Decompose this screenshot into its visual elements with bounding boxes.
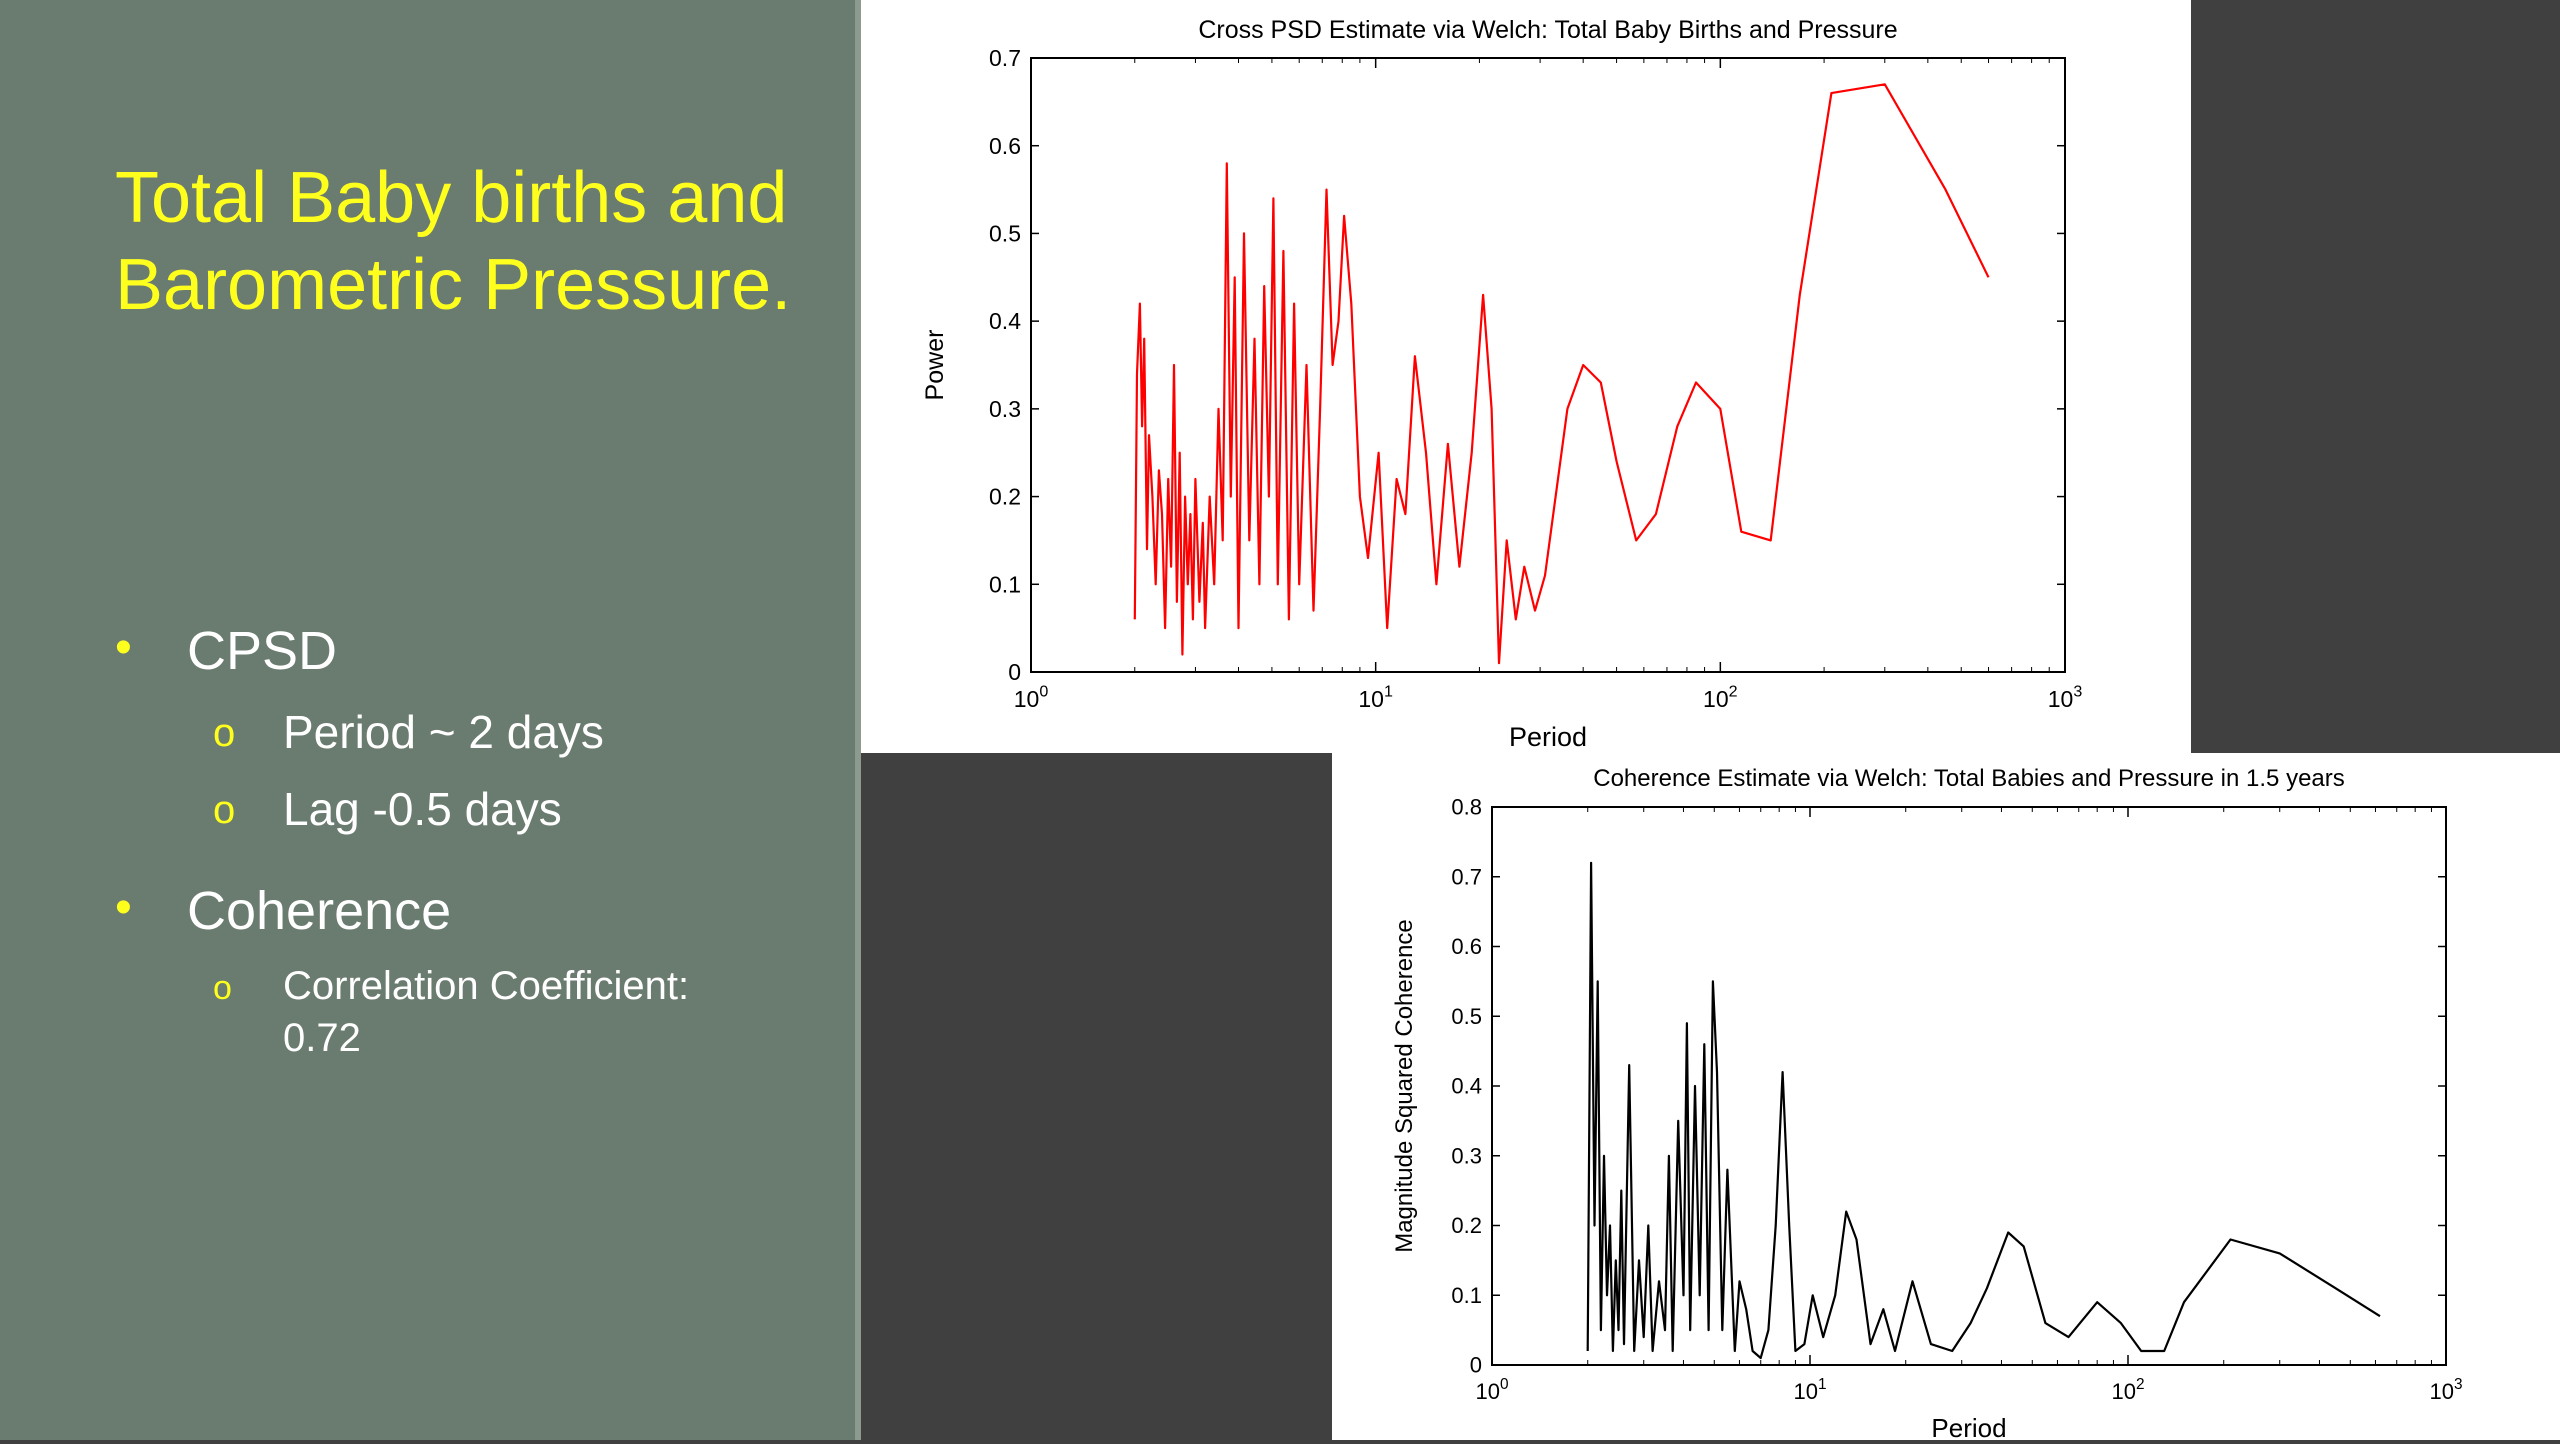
x-tick-label: 103 — [2429, 1376, 2462, 1404]
sub-bullet-text: Period ~ 2 days — [283, 706, 604, 758]
y-tick-label: 0.2 — [989, 484, 1021, 510]
bullet-dot-icon: • — [115, 881, 132, 934]
x-tick-exponent: 3 — [2073, 683, 2082, 701]
y-tick-label: 0.5 — [989, 220, 1021, 246]
y-tick-label: 0 — [1008, 659, 1021, 685]
x-tick-label: 102 — [1703, 683, 1738, 712]
y-tick-label: 0.4 — [989, 308, 1021, 334]
y-tick-label: 0.7 — [989, 45, 1021, 71]
series-line — [1133, 83, 1990, 665]
cpsd-chart-panel: Cross PSD Estimate via Welch: Total Baby… — [861, 0, 2191, 753]
left-text-panel — [0, 0, 855, 1440]
bullet-label: Coherence — [187, 881, 452, 941]
coherence-chart-panel: Coherence Estimate via Welch: Total Babi… — [1332, 753, 2560, 1443]
sub-bullet-text: 0.72 — [283, 1016, 361, 1060]
x-tick-exponent: 2 — [1729, 683, 1738, 701]
x-tick-exponent: 3 — [2454, 1376, 2463, 1393]
y-tick-label: 0.3 — [989, 396, 1021, 422]
y-tick-label: 0.6 — [989, 133, 1021, 159]
x-tick-exponent: 2 — [2136, 1376, 2145, 1393]
x-tick-exponent: 0 — [1500, 1376, 1509, 1393]
x-tick-exponent: 0 — [1039, 683, 1048, 701]
bullet-label: CPSD — [187, 621, 338, 681]
hollow-circle-icon: o — [213, 788, 236, 832]
x-axis-label: Period — [1509, 722, 1587, 752]
y-tick-label: 0.3 — [1451, 1143, 1482, 1168]
plot-area-frame — [1491, 806, 2447, 1366]
y-tick-label: 0 — [1470, 1353, 1482, 1378]
chart-title: Coherence Estimate via Welch: Total Babi… — [1593, 765, 2345, 792]
slide-title: Total Baby births and Barometric Pressur… — [115, 158, 792, 325]
x-tick-label: 101 — [1358, 683, 1393, 712]
y-tick-label: 0.5 — [1451, 1004, 1482, 1029]
sub-bullet-text: Lag -0.5 days — [283, 783, 562, 835]
sub-bullet-text: Correlation Coefficient: — [283, 964, 690, 1008]
y-axis-label: Magnitude Squared Coherence — [1391, 919, 1418, 1253]
hollow-circle-icon: o — [213, 711, 236, 755]
x-tick-label: 100 — [1014, 683, 1049, 712]
x-tick-label: 103 — [2048, 683, 2083, 712]
x-tick-label: 100 — [1475, 1376, 1508, 1404]
hollow-circle-icon: o — [213, 969, 232, 1007]
y-tick-label: 0.1 — [1451, 1283, 1482, 1308]
panel-divider — [855, 0, 861, 1440]
x-tick-exponent: 1 — [1818, 1376, 1827, 1393]
y-axis-label: Power — [921, 330, 949, 401]
y-tick-label: 0.8 — [1451, 795, 1482, 820]
bullet-dot-icon: • — [115, 621, 132, 674]
coherence-chart: Coherence Estimate via Welch: Total Babi… — [1391, 765, 2463, 1443]
plot-area-frame — [1030, 57, 2066, 673]
y-tick-label: 0.7 — [1451, 864, 1482, 889]
x-tick-label: 102 — [2111, 1376, 2144, 1404]
y-tick-label: 0.1 — [989, 571, 1021, 597]
x-axis-label: Period — [1931, 1413, 2006, 1440]
y-tick-label: 0.6 — [1451, 934, 1482, 959]
y-tick-label: 0.4 — [1451, 1074, 1482, 1099]
x-tick-exponent: 1 — [1384, 683, 1393, 701]
y-tick-label: 0.2 — [1451, 1213, 1482, 1238]
chart-title: Cross PSD Estimate via Welch: Total Baby… — [1198, 16, 1897, 44]
x-tick-label: 101 — [1793, 1376, 1826, 1404]
series-line — [1586, 861, 2381, 1360]
cpsd-chart: Cross PSD Estimate via Welch: Total Baby… — [921, 16, 2083, 752]
